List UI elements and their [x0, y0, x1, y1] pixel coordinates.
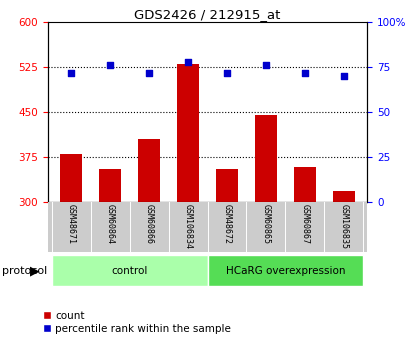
- Text: HCaRG overexpression: HCaRG overexpression: [226, 266, 345, 276]
- Point: [224, 70, 230, 76]
- Text: GSM106834: GSM106834: [183, 204, 193, 249]
- Text: GSM106835: GSM106835: [339, 204, 349, 249]
- Text: ▶: ▶: [30, 264, 40, 277]
- Bar: [333, 191, 354, 202]
- Point: [68, 70, 74, 76]
- Legend: count, percentile rank within the sample: count, percentile rank within the sample: [39, 307, 235, 338]
- Text: GSM60866: GSM60866: [144, 204, 154, 244]
- Point: [263, 63, 269, 68]
- Text: protocol: protocol: [2, 266, 47, 276]
- Bar: [99, 169, 121, 202]
- Bar: [255, 115, 277, 202]
- Bar: [216, 169, 238, 202]
- Point: [185, 59, 191, 65]
- Text: GSM48672: GSM48672: [222, 204, 232, 244]
- Point: [341, 73, 347, 79]
- Bar: [208, 255, 364, 286]
- Text: GSM60864: GSM60864: [105, 204, 115, 244]
- Point: [107, 63, 113, 68]
- Text: GSM60867: GSM60867: [300, 204, 310, 244]
- Bar: [177, 64, 199, 202]
- Point: [302, 70, 308, 76]
- Text: control: control: [111, 266, 148, 276]
- Text: GSM48671: GSM48671: [66, 204, 76, 244]
- Bar: [51, 255, 208, 286]
- Point: [146, 70, 152, 76]
- Title: GDS2426 / 212915_at: GDS2426 / 212915_at: [134, 8, 281, 21]
- Text: GSM60865: GSM60865: [261, 204, 271, 244]
- Bar: [138, 139, 160, 202]
- Bar: [294, 167, 316, 202]
- Bar: [61, 154, 82, 202]
